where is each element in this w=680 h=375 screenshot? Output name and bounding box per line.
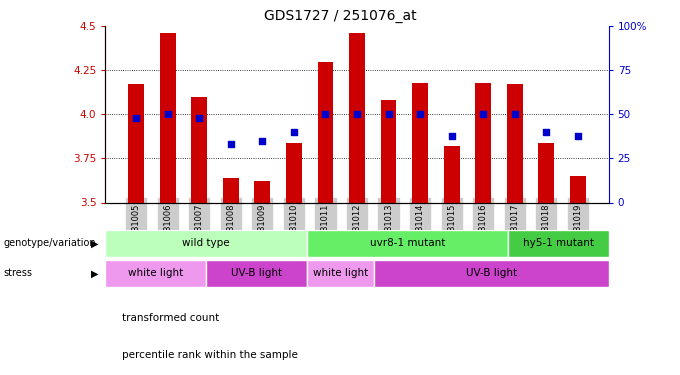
Bar	[374, 260, 609, 287]
Bar	[570, 176, 585, 203]
Point	[509, 111, 520, 117]
Text: hy5-1 mutant: hy5-1 mutant	[523, 238, 594, 248]
Text: white light: white light	[128, 268, 184, 278]
Bar	[105, 260, 206, 287]
Point	[257, 138, 268, 144]
Text: transformed count: transformed count	[122, 313, 220, 323]
Point	[131, 115, 141, 121]
Text: ▶: ▶	[91, 268, 99, 278]
Point	[573, 132, 583, 138]
Text: UV-B light: UV-B light	[466, 268, 517, 278]
Bar	[307, 230, 508, 257]
Bar	[381, 100, 396, 202]
Text: uvr8-1 mutant: uvr8-1 mutant	[370, 238, 445, 248]
Point	[225, 141, 236, 147]
Bar	[286, 142, 302, 202]
Bar	[206, 260, 307, 287]
Text: white light: white light	[313, 268, 368, 278]
Bar	[444, 146, 460, 202]
Point	[320, 111, 331, 117]
Bar	[318, 62, 333, 202]
Point	[478, 111, 489, 117]
Bar	[508, 230, 609, 257]
Point	[541, 129, 551, 135]
Bar	[507, 84, 523, 203]
Point	[288, 129, 299, 135]
Point	[352, 111, 362, 117]
Bar	[475, 82, 491, 203]
Point	[383, 111, 394, 117]
Bar	[254, 182, 270, 203]
Point	[446, 132, 457, 138]
Point	[415, 111, 426, 117]
Bar	[307, 260, 374, 287]
Text: UV-B light: UV-B light	[231, 268, 282, 278]
Bar	[223, 178, 239, 203]
Text: percentile rank within the sample: percentile rank within the sample	[122, 351, 299, 360]
Bar	[160, 33, 175, 203]
Bar	[191, 97, 207, 202]
Point	[194, 115, 205, 121]
Text: wild type: wild type	[182, 238, 230, 248]
Point	[163, 111, 173, 117]
Text: ▶: ▶	[91, 238, 99, 248]
Bar	[105, 230, 307, 257]
Text: genotype/variation: genotype/variation	[3, 238, 96, 248]
Text: stress: stress	[3, 268, 33, 278]
Bar	[539, 142, 554, 202]
Bar	[129, 84, 144, 203]
Bar	[412, 82, 428, 203]
Text: GDS1727 / 251076_at: GDS1727 / 251076_at	[264, 9, 416, 23]
Bar	[349, 33, 365, 203]
